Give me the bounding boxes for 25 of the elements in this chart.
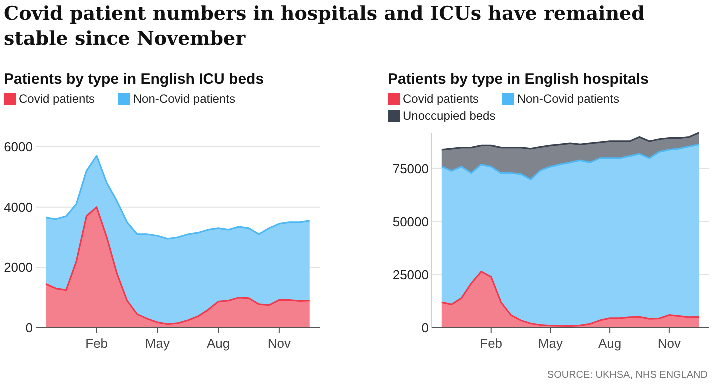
x-tick-label: May: [145, 336, 170, 351]
x-tick-label: May: [538, 336, 564, 351]
y-tick-label: 2000: [4, 260, 33, 276]
legend-label: Covid patients: [403, 92, 480, 106]
legend-label: Non-Covid patients: [517, 92, 620, 106]
x-tick-label: Aug: [598, 336, 622, 351]
y-tick-label: 4000: [4, 200, 33, 215]
source-note: SOURCE: UKHSA, NHS ENGLAND: [547, 370, 708, 381]
chart-title: Patients by type in English hospitals: [388, 71, 649, 88]
legend-label: Non-Covid patients: [133, 92, 236, 106]
x-tick-label: Nov: [268, 336, 292, 351]
y-tick-label: 75000: [392, 162, 429, 177]
y-tick-label: 0: [26, 320, 33, 336]
x-tick-label: Aug: [207, 336, 230, 351]
x-tick-label: Feb: [86, 336, 108, 351]
text: Covid patient numbers in hospitals and ICUs have remained stable since November: [4, 2, 646, 52]
y-tick-label: 25000: [392, 268, 429, 283]
legend-label: Covid patients: [19, 92, 96, 106]
chart-title: Patients by type in English ICU beds: [4, 71, 264, 88]
y-tick-label: 0: [422, 320, 429, 336]
y-tick-label: 50000: [392, 214, 429, 230]
x-tick-label: Feb: [480, 336, 503, 351]
x-tick-label: Nov: [658, 336, 682, 351]
y-tick-label: 6000: [4, 140, 33, 155]
legend-label: Unoccupied beds: [403, 109, 496, 123]
